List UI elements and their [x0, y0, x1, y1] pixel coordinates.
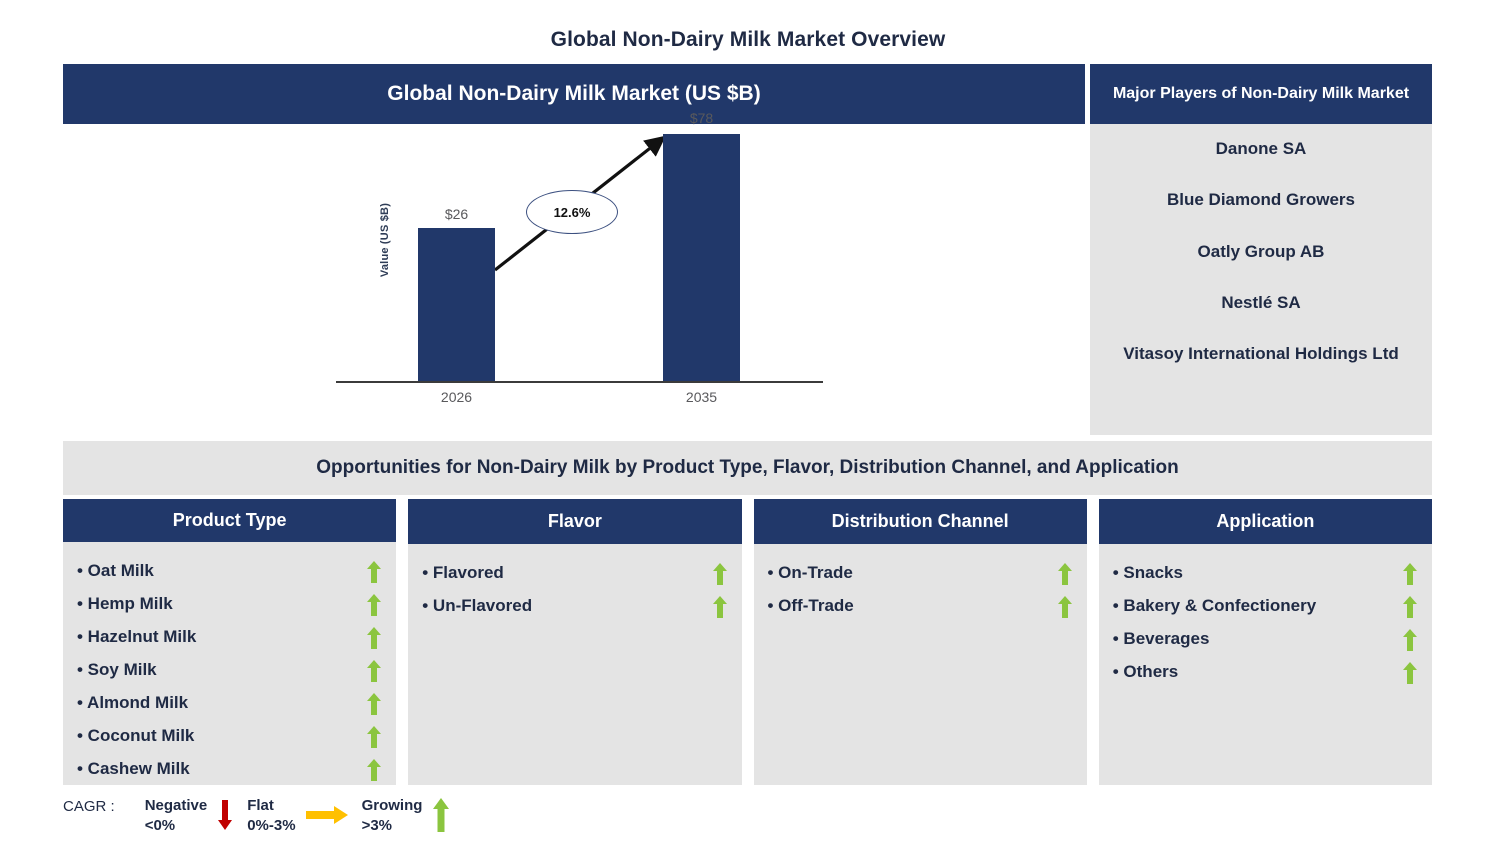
list-item: Nestlé SA	[1221, 292, 1301, 312]
arrow-up-green-icon	[366, 625, 382, 649]
list-item-label: • On-Trade	[767, 562, 853, 582]
list-item-label: • Un-Flavored	[422, 595, 533, 615]
legend-entry-negative: Negative <0%	[145, 796, 234, 837]
list-item: • Hemp Milk	[77, 587, 382, 620]
arrow-up-green-icon	[1402, 561, 1418, 585]
legend-entry-text: Growing >3%	[362, 796, 423, 837]
bar-label-2035: $78	[689, 110, 714, 126]
list-item: • On-Trade	[768, 556, 1073, 589]
arrow-up-green-icon	[1402, 594, 1418, 618]
bar-2026	[418, 228, 495, 381]
list-item-label: • Oat Milk	[77, 560, 154, 580]
list-item: • Coconut Milk	[77, 719, 382, 752]
legend-entry-range: >3%	[361, 817, 393, 835]
list-item-label: • Hemp Milk	[77, 593, 173, 613]
list-item: • Cashew Milk	[77, 752, 382, 785]
opportunity-column-distribution-channel: Distribution Channel • On-Trade • Off-Tr…	[753, 499, 1087, 785]
arrow-up-green-icon	[1057, 594, 1073, 618]
legend-entry-flat: Flat 0%-3%	[247, 796, 348, 837]
legend-entry-range: 0%-3%	[247, 817, 296, 835]
list-item-label: • Hazelnut Milk	[77, 626, 197, 646]
opportunity-column-product-type: Product Type • Oat Milk • Hemp Milk • Ha…	[63, 499, 397, 785]
legend-entry-range: <0%	[144, 817, 176, 835]
chart-x-axis-line	[336, 381, 823, 383]
list-item: • Hazelnut Milk	[77, 620, 382, 653]
legend-entry-name: Negative	[144, 797, 208, 814]
list-item-label: • Flavored	[422, 562, 504, 582]
list-item: • Un-Flavored	[422, 589, 727, 622]
arrow-up-green-icon	[366, 691, 382, 715]
column-header: Flavor	[408, 499, 742, 544]
opportunity-column-application: Application • Snacks • Bakery & Confecti…	[1098, 499, 1432, 785]
legend-entry-name: Growing	[361, 797, 423, 814]
list-item-label: • Cashew Milk	[77, 758, 190, 778]
major-players-title: Major Players of Non-Dairy Milk Market	[1090, 64, 1432, 124]
arrow-up-green-icon	[366, 592, 382, 616]
cagr-growth-arrow	[494, 135, 667, 272]
legend-entry-name: Flat	[247, 797, 274, 814]
list-item: Danone SA	[1215, 139, 1307, 158]
cagr-value-bubble: 12.6%	[526, 190, 618, 234]
chart-body: Value (US $B) $26 2026 $78 2035 12.6%	[63, 110, 1085, 488]
chart-panel-title: Global Non-Dairy Milk Market (US $B)	[63, 64, 1085, 124]
list-item-label: • Others	[1112, 661, 1179, 681]
category-label-2026: 2026	[440, 389, 473, 405]
arrow-up-green-icon	[366, 559, 382, 583]
legend-entry-text: Flat 0%-3%	[247, 796, 295, 837]
arrow-up-green-icon	[712, 594, 728, 618]
market-chart-panel: Global Non-Dairy Milk Market (US $B) Val…	[63, 64, 1085, 488]
opportunity-column-flavor: Flavor • Flavored • Un-Flavored	[408, 499, 742, 785]
list-item-label: • Off-Trade	[767, 595, 854, 615]
arrow-down-red-icon	[217, 796, 233, 830]
list-item: • Oat Milk	[77, 554, 382, 587]
arrow-up-green-icon	[366, 658, 382, 682]
arrow-up-green-icon	[1402, 660, 1418, 684]
major-players-list: Danone SA Blue Diamond Growers Oatly Gro…	[1090, 124, 1432, 364]
category-label-2035: 2035	[685, 389, 718, 405]
legend-entry-text: Negative <0%	[145, 796, 208, 837]
column-body: • On-Trade • Off-Trade	[753, 544, 1087, 785]
list-item: • Almond Milk	[77, 686, 382, 719]
major-players-panel: Major Players of Non-Dairy Milk Market D…	[1090, 64, 1432, 435]
cagr-legend: CAGR : Negative <0% Flat 0%-3% Growing >…	[63, 796, 663, 846]
list-item: • Others	[1113, 655, 1418, 688]
list-item: • Beverages	[1113, 622, 1418, 655]
arrow-up-green-icon	[712, 561, 728, 585]
chart-plot-area: $26 2026 $78 2035 12.6%	[63, 110, 1085, 435]
column-header: Application	[1098, 499, 1432, 544]
arrow-up-green-icon	[1402, 627, 1418, 651]
list-item: Vitasoy International Holdings Ltd	[1123, 344, 1399, 363]
list-item: • Bakery & Confectionery	[1113, 589, 1418, 622]
bar-2035	[663, 134, 740, 381]
column-body: • Oat Milk • Hemp Milk • Hazelnut Milk •…	[63, 542, 397, 785]
arrow-up-green-icon	[366, 757, 382, 781]
arrow-up-green-icon	[432, 796, 450, 832]
legend-entry-growing: Growing >3%	[362, 796, 451, 837]
list-item: Oatly Group AB	[1197, 241, 1325, 261]
list-item: • Off-Trade	[768, 589, 1073, 622]
list-item: • Flavored	[422, 556, 727, 589]
page-title: Global Non-Dairy Milk Market Overview	[550, 28, 946, 51]
list-item-label: • Beverages	[1112, 628, 1210, 648]
cagr-legend-title: CAGR :	[63, 798, 115, 815]
list-item: • Snacks	[1113, 556, 1418, 589]
column-body: • Snacks • Bakery & Confectionery • Beve…	[1098, 544, 1432, 785]
list-item-label: • Bakery & Confectionery	[1112, 595, 1317, 615]
column-header: Distribution Channel	[753, 499, 1087, 544]
list-item-label: • Coconut Milk	[77, 725, 195, 745]
opportunities-columns: Product Type • Oat Milk • Hemp Milk • Ha…	[63, 499, 1432, 785]
arrow-up-green-icon	[366, 724, 382, 748]
list-item: • Soy Milk	[77, 653, 382, 686]
column-body: • Flavored • Un-Flavored	[408, 544, 742, 785]
list-item: Blue Diamond Growers	[1167, 190, 1355, 210]
arrow-up-green-icon	[1057, 561, 1073, 585]
list-item-label: • Almond Milk	[77, 692, 189, 712]
opportunities-banner: Opportunities for Non-Dairy Milk by Prod…	[63, 441, 1432, 495]
list-item-label: • Soy Milk	[77, 659, 157, 679]
list-item-label: • Snacks	[1112, 562, 1183, 582]
arrow-right-orange-icon	[305, 796, 348, 824]
column-header: Product Type	[63, 499, 397, 542]
bar-label-2026: $26	[444, 206, 469, 222]
